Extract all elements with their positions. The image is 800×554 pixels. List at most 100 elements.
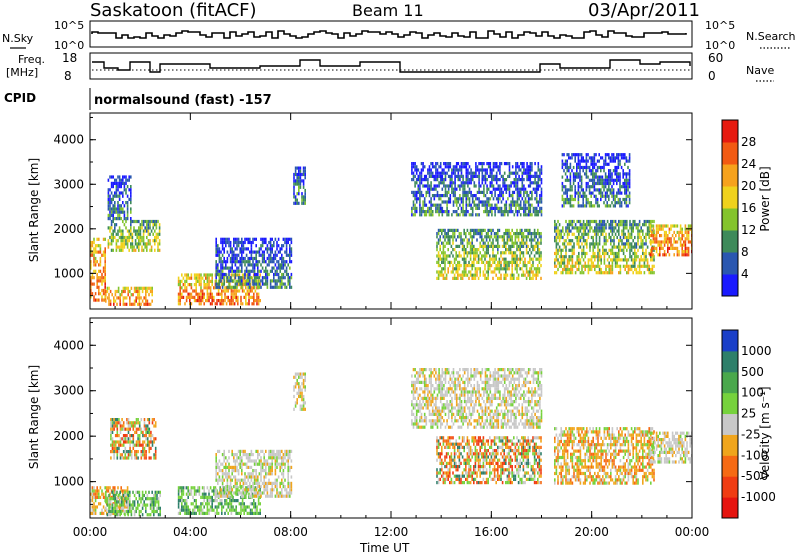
echo-cell <box>566 153 568 156</box>
echo-cell <box>127 246 129 249</box>
echo-cell <box>623 236 625 239</box>
echo-cell <box>565 265 567 268</box>
echo-cell <box>229 299 231 302</box>
echo-cell <box>443 229 445 232</box>
echo-cell <box>221 299 223 302</box>
echo-cell <box>570 223 572 226</box>
echo-cell <box>142 497 144 500</box>
echo-cell <box>591 220 593 223</box>
echo-cell <box>507 213 509 216</box>
echo-cell <box>605 163 607 166</box>
beam-title: Beam 11 <box>352 1 424 20</box>
echo-cell <box>534 229 536 232</box>
echo-cell <box>130 207 132 210</box>
echo-cell <box>144 226 146 229</box>
echo-cell <box>468 261 470 264</box>
echo-cell <box>678 237 680 240</box>
echo-cell <box>514 191 516 194</box>
echo-cell <box>286 286 288 289</box>
echo-cell <box>245 286 247 289</box>
echo-cell <box>620 271 622 274</box>
echo-cell <box>512 197 514 200</box>
echo-cell <box>130 195 132 198</box>
echo-cell <box>526 172 528 175</box>
echo-cell <box>155 500 157 503</box>
echo-cell <box>257 283 259 286</box>
echo-cell <box>304 192 306 195</box>
echo-cell <box>513 277 515 280</box>
echo-cell <box>538 165 540 168</box>
echo-cell <box>563 201 565 204</box>
echo-cell <box>622 153 624 156</box>
echo-cell <box>116 497 118 500</box>
echo-cell <box>152 233 154 236</box>
echo-cell <box>619 188 621 191</box>
echo-cell <box>473 261 475 264</box>
echo-cell <box>600 223 602 226</box>
echo-cell <box>510 261 512 264</box>
echo-cell <box>110 290 112 293</box>
echo-cell <box>642 233 644 236</box>
echo-cell <box>619 179 621 182</box>
echo-cell <box>413 213 415 216</box>
echo-cell <box>278 286 280 289</box>
echo-cell <box>462 197 464 200</box>
echo-cell <box>155 447 157 450</box>
echo-cell <box>127 179 129 182</box>
echo-cell <box>610 172 612 175</box>
echo-cell <box>119 504 121 507</box>
echo-cell <box>594 188 596 191</box>
echo-cell <box>581 185 583 188</box>
echo-cell <box>662 253 664 256</box>
echo-cell <box>438 238 440 241</box>
echo-cell <box>478 188 480 191</box>
echo-cell <box>200 293 202 296</box>
echo-cell <box>238 244 240 247</box>
echo-cell <box>145 507 147 510</box>
echo-cell <box>583 230 585 233</box>
echo-cell <box>237 289 239 292</box>
echo-cell <box>647 246 649 249</box>
echo-cell <box>572 249 574 252</box>
echo-cell <box>247 283 249 286</box>
echo-cell <box>438 242 440 245</box>
echo-cell <box>140 510 142 513</box>
echo-cell <box>189 493 191 496</box>
echo-cell <box>613 220 615 223</box>
echo-cell <box>128 456 130 459</box>
echo-cell <box>531 162 533 165</box>
echo-cell <box>665 231 667 234</box>
echo-cell <box>118 287 120 290</box>
echo-cell <box>112 450 114 453</box>
echo-cell <box>637 265 639 268</box>
echo-cell <box>662 228 664 231</box>
echo-cell <box>223 276 225 279</box>
echo-cell <box>235 293 237 296</box>
echo-cell <box>114 236 116 239</box>
echo-cell <box>461 200 463 203</box>
echo-cell <box>98 276 100 279</box>
echo-cell <box>566 163 568 166</box>
echo-cell <box>249 257 251 260</box>
echo-cell <box>581 271 583 274</box>
echo-cell <box>119 211 121 214</box>
nave-tick-bottom: 0 <box>708 69 716 83</box>
echo-cell <box>113 450 115 453</box>
echo-cell <box>187 493 189 496</box>
echo-cell <box>599 268 601 271</box>
echo-cell <box>108 217 110 220</box>
echo-cell <box>130 185 132 188</box>
echo-cell <box>124 182 126 185</box>
echo-cell <box>228 273 230 276</box>
echo-cell <box>117 424 119 427</box>
echo-cell <box>416 168 418 171</box>
echo-cell <box>112 431 114 434</box>
echo-cell <box>621 220 623 223</box>
echo-cell <box>579 166 581 169</box>
echo-cell <box>295 173 297 176</box>
echo-cell <box>466 200 468 203</box>
echo-cell <box>604 262 606 265</box>
echo-cell <box>680 240 682 243</box>
echo-cell <box>273 260 275 263</box>
echo-cell <box>603 169 605 172</box>
